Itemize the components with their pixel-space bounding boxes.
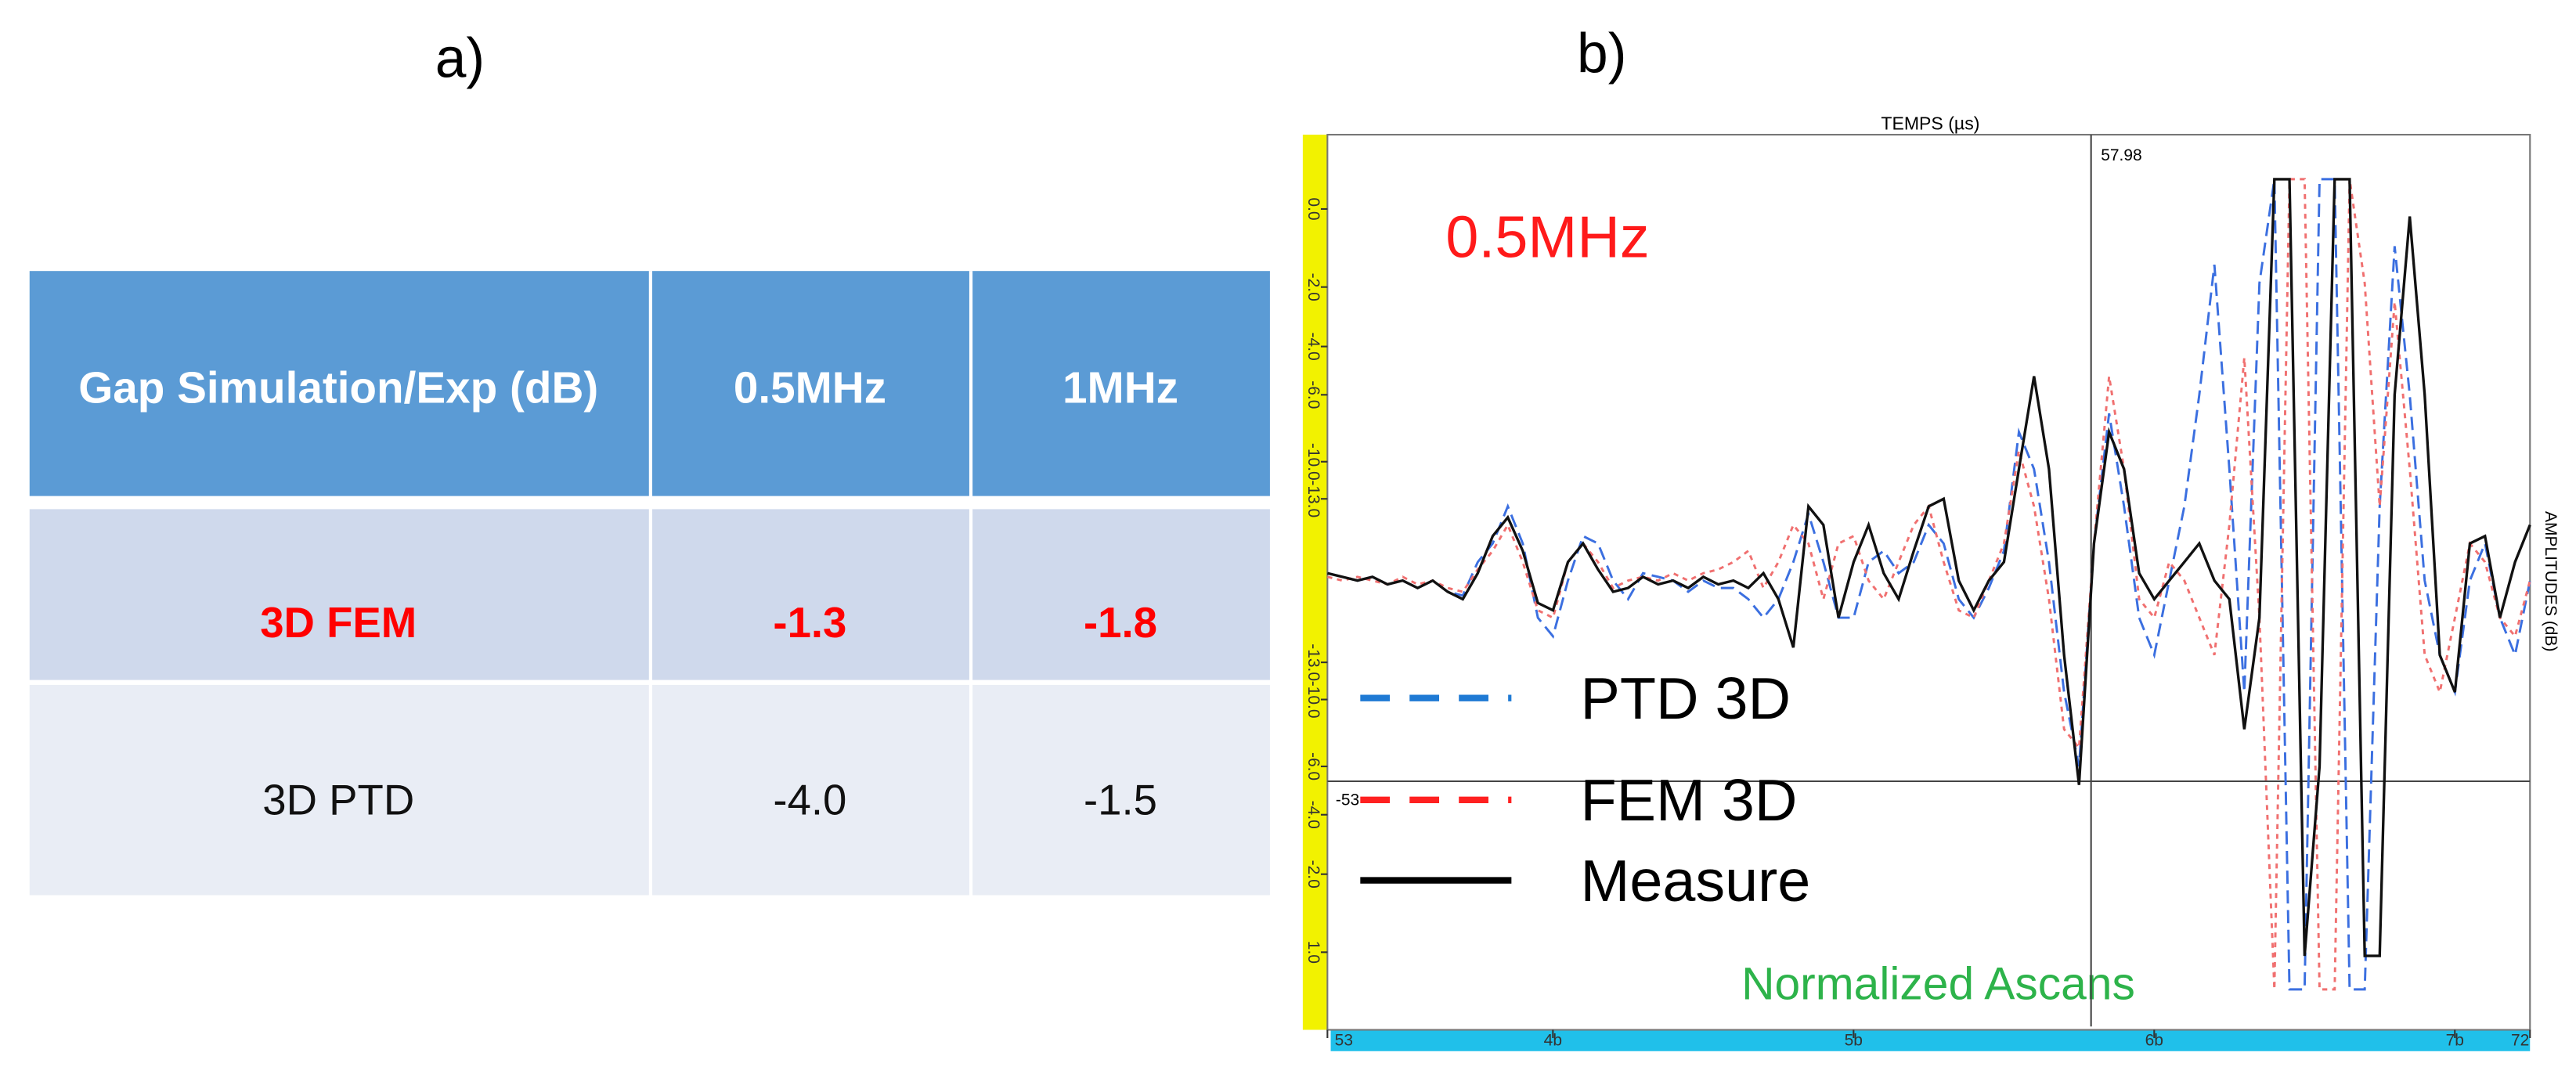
y-tick-label: -6.0 xyxy=(1304,752,1322,780)
y-tick-label: -4.0 xyxy=(1304,333,1322,361)
x-tick-label: 53 xyxy=(1335,1032,1353,1050)
legend-label: FEM 3D xyxy=(1580,768,1797,834)
x-axis-strip xyxy=(1330,1029,2531,1051)
cursor-label: -53 xyxy=(1336,791,1359,809)
annotation: 0.5MHz xyxy=(1445,204,1649,270)
x-tick-label: 5b xyxy=(1845,1032,1863,1050)
cell: -4.0 xyxy=(773,776,846,824)
y-tick-label: -13.0 xyxy=(1304,480,1322,517)
table: Gap Simulation/Exp (dB) 0.5MHz 1MHz 3D F… xyxy=(29,271,1270,896)
y-tick-label: -13.0 xyxy=(1304,643,1322,681)
cell: 3D PTD xyxy=(262,776,414,824)
series-line xyxy=(1327,178,2531,991)
cell: 3D FEM xyxy=(260,599,417,647)
y-tick-label: -10.0 xyxy=(1304,681,1322,719)
x-tick-label: 7b xyxy=(2446,1032,2464,1050)
y-tick-label: -2.0 xyxy=(1304,860,1322,889)
x-tick-label: 4b xyxy=(1544,1032,1562,1050)
cell: -1.3 xyxy=(773,599,846,647)
legend-label: Measure xyxy=(1580,849,1810,914)
y-tick-label: -6.0 xyxy=(1304,380,1322,409)
series-line xyxy=(1326,178,2531,991)
series-line xyxy=(1326,178,2531,957)
annotation: Normalized Ascans xyxy=(1741,958,2135,1009)
chart-title: TEMPS (µs) xyxy=(1881,114,1979,134)
cursor-label: 57.98 xyxy=(2101,146,2141,164)
panel-label: b) xyxy=(1577,22,1626,85)
y-axis-label: AMPLITUDES (dB) xyxy=(2542,511,2560,651)
x-tick-label: 72 xyxy=(2511,1032,2529,1050)
cell: -1.5 xyxy=(1084,776,1157,824)
y-tick-label: -4.0 xyxy=(1304,801,1322,829)
y-tick-label: -10.0 xyxy=(1304,443,1322,481)
header-cell: 1MHz xyxy=(1063,363,1178,413)
panel-label: a) xyxy=(435,27,485,90)
y-axis-strip xyxy=(1302,135,1328,1030)
chart: TEMPS (µs) AMPLITUDES (dB) 0.5MHz Normal… xyxy=(1302,114,2560,1051)
y-tick-label: -2.0 xyxy=(1304,273,1322,301)
header-cell: 0.5MHz xyxy=(734,363,886,413)
legend-label: PTD 3D xyxy=(1580,666,1791,732)
x-tick-label: 6b xyxy=(2145,1032,2163,1050)
header-cell: Gap Simulation/Exp (dB) xyxy=(78,363,598,413)
y-tick-label: 1.0 xyxy=(1304,941,1322,964)
y-tick-label: 0.0 xyxy=(1304,197,1322,220)
cell: -1.8 xyxy=(1084,599,1157,647)
